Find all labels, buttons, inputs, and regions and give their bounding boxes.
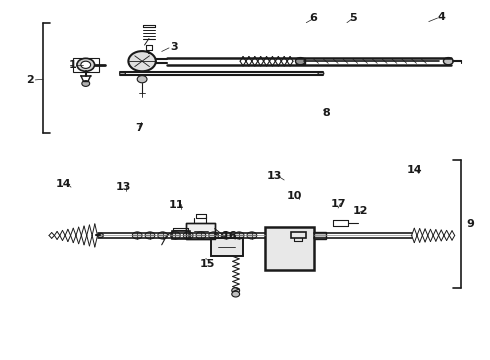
Text: 7: 7 [135, 123, 143, 133]
Circle shape [158, 232, 168, 239]
Bar [172, 231, 190, 239]
Text: 13: 13 [116, 182, 131, 192]
Text: 9: 9 [466, 219, 474, 229]
Circle shape [77, 58, 95, 71]
Text: 16: 16 [221, 231, 237, 241]
Text: 10: 10 [286, 191, 302, 201]
Circle shape [234, 232, 244, 239]
Bar [291, 232, 306, 238]
Text: 15: 15 [200, 258, 216, 269]
Ellipse shape [120, 72, 125, 75]
Text: 4: 4 [437, 12, 445, 22]
Text: 2: 2 [26, 75, 34, 85]
Bar [211, 238, 243, 256]
Circle shape [137, 76, 147, 83]
Text: 6: 6 [310, 13, 318, 23]
Bar [186, 223, 215, 239]
Bar [265, 227, 314, 270]
Circle shape [82, 81, 90, 86]
Text: 17: 17 [330, 199, 346, 210]
Circle shape [247, 232, 257, 239]
Circle shape [232, 288, 240, 293]
Circle shape [209, 232, 219, 239]
Text: 11: 11 [169, 200, 184, 210]
Ellipse shape [318, 72, 324, 75]
Circle shape [221, 232, 231, 239]
Bar [73, 58, 99, 72]
Circle shape [128, 51, 156, 71]
Circle shape [171, 232, 180, 239]
Circle shape [295, 58, 305, 65]
Text: 3: 3 [170, 42, 178, 52]
Circle shape [183, 232, 193, 239]
Text: 14: 14 [406, 165, 422, 175]
Circle shape [132, 232, 142, 239]
Text: 8: 8 [322, 108, 330, 118]
Text: 13: 13 [267, 171, 282, 181]
Circle shape [443, 58, 453, 65]
Circle shape [145, 232, 155, 239]
Text: 14: 14 [56, 179, 72, 189]
Circle shape [81, 61, 91, 68]
Circle shape [98, 233, 103, 238]
Circle shape [232, 291, 240, 297]
Text: 12: 12 [352, 206, 368, 216]
Circle shape [196, 232, 206, 239]
Text: 1: 1 [69, 60, 76, 70]
Bar [314, 232, 326, 239]
Text: 5: 5 [349, 13, 357, 23]
Bar [296, 58, 305, 64]
